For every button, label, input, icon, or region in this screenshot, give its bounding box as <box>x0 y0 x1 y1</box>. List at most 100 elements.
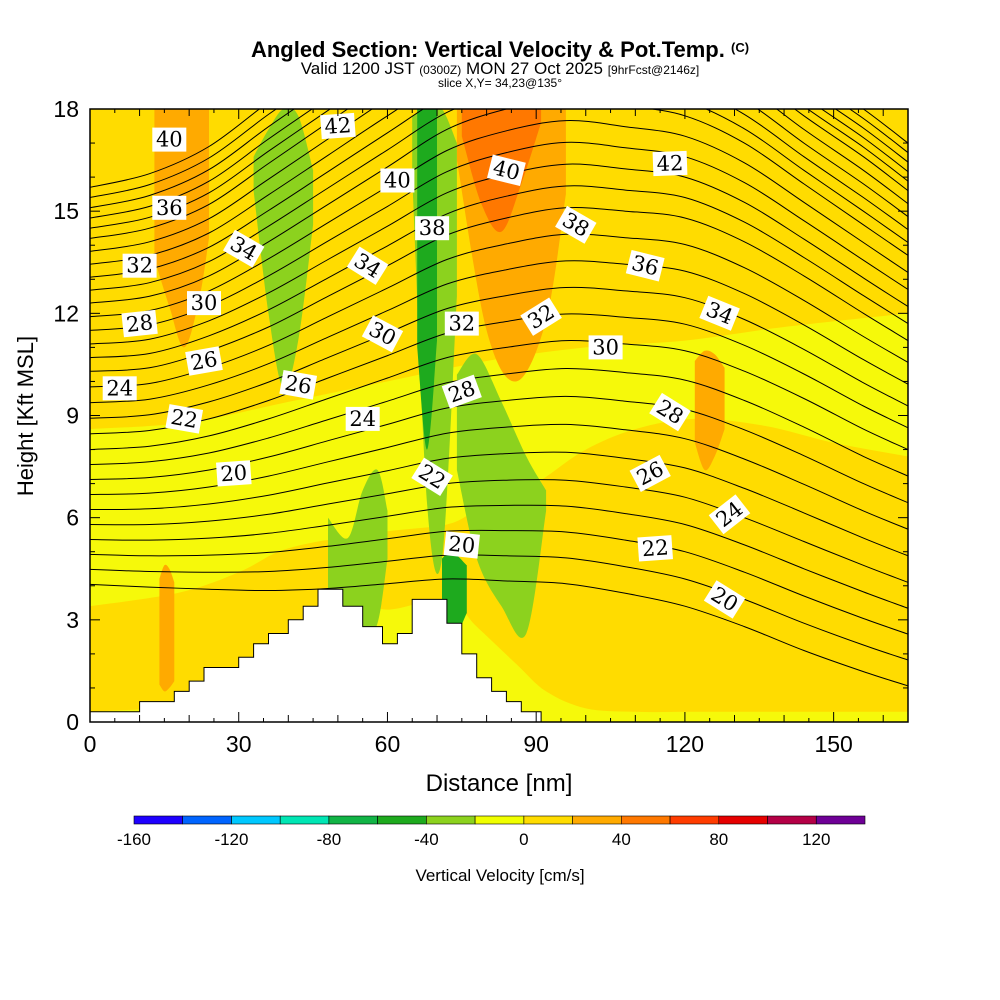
colorbar-tick-label: 120 <box>802 830 830 849</box>
utc-time: (0300Z) <box>419 63 462 77</box>
theta-contour-8 <box>90 367 908 477</box>
x-tick-label: 60 <box>375 731 401 757</box>
theta-contour-11 <box>90 286 908 419</box>
colorbar-swatch <box>620 815 671 825</box>
theta-contour-18 <box>90 120 908 318</box>
contour-label-text: 22 <box>641 535 669 561</box>
copyright-mark: (C) <box>731 40 750 55</box>
contour-label-box <box>415 216 450 241</box>
contour-label-text: 26 <box>189 347 219 375</box>
contour-label-box <box>152 127 187 152</box>
contour-label-15: 30 <box>187 291 221 316</box>
theta-contour-2 <box>90 529 908 635</box>
contour-label-text: 32 <box>126 254 153 278</box>
contour-label-text: 40 <box>384 169 411 193</box>
theta-contour-4 <box>90 479 908 583</box>
theta-contour-28 <box>90 109 908 198</box>
x-tick-label: 0 <box>84 731 97 757</box>
contour-label-box <box>441 374 482 409</box>
velocity-region-12 <box>442 551 467 641</box>
velocity-region-11 <box>417 109 437 450</box>
colorbar-swatch <box>231 815 281 825</box>
terrain <box>90 588 908 722</box>
contour-label-0: 20 <box>216 460 252 487</box>
contour-label-box <box>122 253 157 278</box>
contour-label-box <box>279 370 318 400</box>
theta-contour-1 <box>90 554 908 661</box>
y-tick-label: 15 <box>53 198 79 224</box>
colorbar-swatch <box>474 815 525 825</box>
contour-label-text: 28 <box>125 310 154 337</box>
terrain-profile <box>90 588 908 722</box>
contour-label-31: 42 <box>320 112 356 140</box>
contour-label-box <box>185 346 223 376</box>
colorbar-swatch <box>328 815 378 825</box>
contour-label-box <box>216 460 252 487</box>
contour-label-box <box>555 205 597 244</box>
slice-info: slice X,Y= 34,23@135° <box>437 76 563 90</box>
colorbar-swatch <box>572 815 622 825</box>
y-tick-label: 0 <box>66 709 79 735</box>
y-tick-label: 6 <box>66 505 79 531</box>
contour-label-box <box>487 154 526 187</box>
y-axis-label: Height [Kft MSL] <box>13 336 38 496</box>
colorbar-swatch <box>767 815 817 825</box>
contour-label-box <box>346 246 389 285</box>
colorbar-tick-label: 0 <box>519 830 528 849</box>
contour-label-box <box>444 311 479 336</box>
contour-label-box <box>165 404 204 434</box>
contour-label-32: 42 <box>652 150 688 177</box>
theta-contour-15 <box>90 185 908 359</box>
contour-label-box <box>121 309 158 338</box>
colorbar-tick-label: 40 <box>612 830 631 849</box>
theta-contour-12 <box>90 260 908 404</box>
velocity-region-5 <box>694 350 725 471</box>
colorbar-tick-label: -80 <box>317 830 342 849</box>
x-tick-label: 150 <box>814 731 852 757</box>
colorbar-tick-label: -160 <box>117 830 151 849</box>
x-axis-label: Distance [nm] <box>426 770 573 797</box>
contour-label-text: 38 <box>419 216 446 240</box>
theta-contour-24 <box>90 109 908 239</box>
contour-label-box <box>102 376 137 401</box>
contour-label-30: 40 <box>487 154 526 187</box>
contour-label-3: 22 <box>165 404 204 434</box>
theta-contour-14 <box>90 207 908 372</box>
colorbar-swatch <box>669 815 720 825</box>
contour-label-29: 40 <box>380 168 415 193</box>
contour-label-text: 42 <box>324 113 352 139</box>
contour-label-7: 24 <box>345 406 380 431</box>
theta-contour-27 <box>90 109 908 209</box>
contour-label-9: 26 <box>185 346 223 376</box>
colorbar-swatch <box>718 815 768 825</box>
colorbar-label: Vertical Velocity [cm/s] <box>415 866 584 885</box>
theta-contour-13 <box>90 233 908 388</box>
velocity-region-2 <box>154 109 209 348</box>
contour-label-text: 30 <box>191 291 218 315</box>
theta-contour-5 <box>90 451 908 557</box>
theta-contour-22 <box>90 109 908 265</box>
contour-label-text: 30 <box>592 335 619 359</box>
contour-label-box <box>699 295 740 331</box>
x-tick-label: 30 <box>226 731 252 757</box>
contour-label-box <box>361 315 404 353</box>
y-tick-label: 18 <box>53 96 79 122</box>
contour-label-24: 36 <box>152 195 187 220</box>
contour-label-box <box>625 249 665 282</box>
colorbar-tick-label: -120 <box>214 830 248 849</box>
chart-title: Angled Section: Vertical Velocity & Pot.… <box>0 36 1000 62</box>
contour-label-17: 30 <box>588 335 623 360</box>
y-tick-label: 3 <box>66 607 79 633</box>
contour-label-28: 40 <box>152 127 187 152</box>
contour-label-box <box>380 168 415 193</box>
theta-contour-26 <box>90 109 908 219</box>
contour-label-19: 32 <box>444 311 479 336</box>
velocity-region-6 <box>159 564 175 692</box>
colorbar-swatch <box>523 815 573 825</box>
contour-label-box <box>703 580 746 619</box>
contour-label-box <box>588 335 623 360</box>
colorbar-tick-label: -40 <box>414 830 439 849</box>
contour-label-box <box>649 392 691 432</box>
